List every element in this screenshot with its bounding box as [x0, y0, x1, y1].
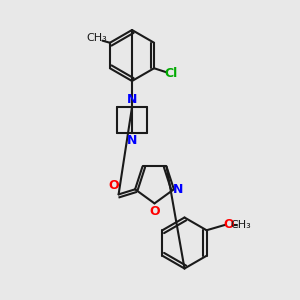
Text: Cl: Cl — [165, 67, 178, 80]
Text: O: O — [224, 218, 234, 231]
Text: CH₃: CH₃ — [86, 33, 107, 43]
Text: O: O — [149, 205, 160, 218]
Text: N: N — [127, 134, 137, 147]
Text: O: O — [109, 179, 119, 192]
Text: N: N — [127, 93, 137, 106]
Text: N: N — [173, 183, 184, 196]
Text: CH₃: CH₃ — [230, 220, 251, 230]
